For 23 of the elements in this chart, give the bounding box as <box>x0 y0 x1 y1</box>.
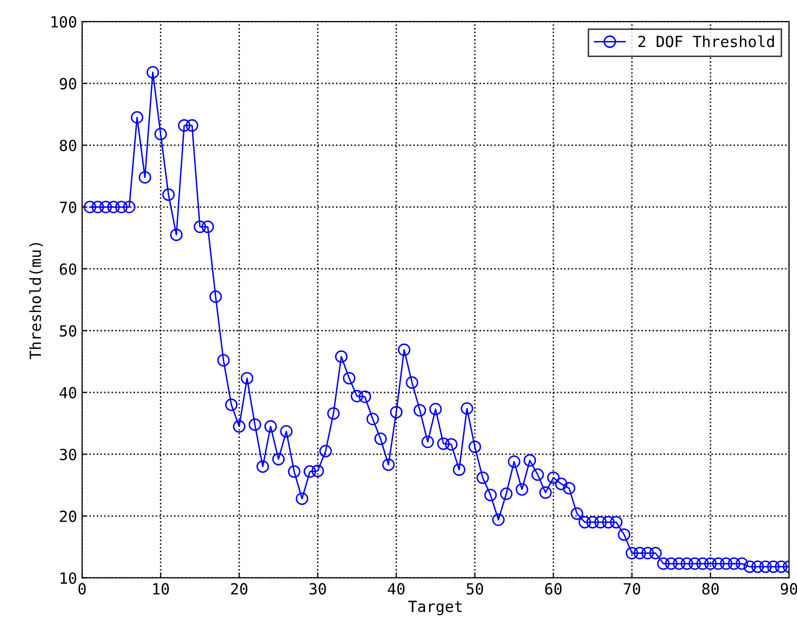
x-tick-label: 0 <box>78 583 86 595</box>
x-tick-label: 30 <box>310 583 326 595</box>
x-tick-label: 20 <box>231 583 248 595</box>
y-tick-label: 60 <box>60 263 76 275</box>
y-tick-label: 30 <box>60 448 76 460</box>
legend-label: 2 DOF Threshold <box>638 35 774 48</box>
y-tick-label: 10 <box>60 572 76 584</box>
y-tick-label: 80 <box>60 140 76 152</box>
y-tick-label: 70 <box>60 202 76 214</box>
x-tick-label: 70 <box>624 583 640 595</box>
y-tick-label: 90 <box>60 78 76 90</box>
x-axis-title: Target <box>408 600 462 616</box>
x-tick-label: 90 <box>780 583 797 595</box>
y-tick-label: 20 <box>60 510 76 522</box>
x-tick-label: 60 <box>545 583 562 595</box>
x-tick-label: 40 <box>388 583 404 595</box>
y-tick-label: 100 <box>51 16 76 28</box>
y-axis-title: Threshold(mu) <box>29 243 43 360</box>
x-tick-label: 50 <box>466 583 484 595</box>
x-tick-label: 80 <box>702 583 719 595</box>
y-tick-label: 50 <box>60 325 76 337</box>
x-tick-label: 10 <box>153 583 169 595</box>
y-tick-label: 40 <box>60 386 76 398</box>
